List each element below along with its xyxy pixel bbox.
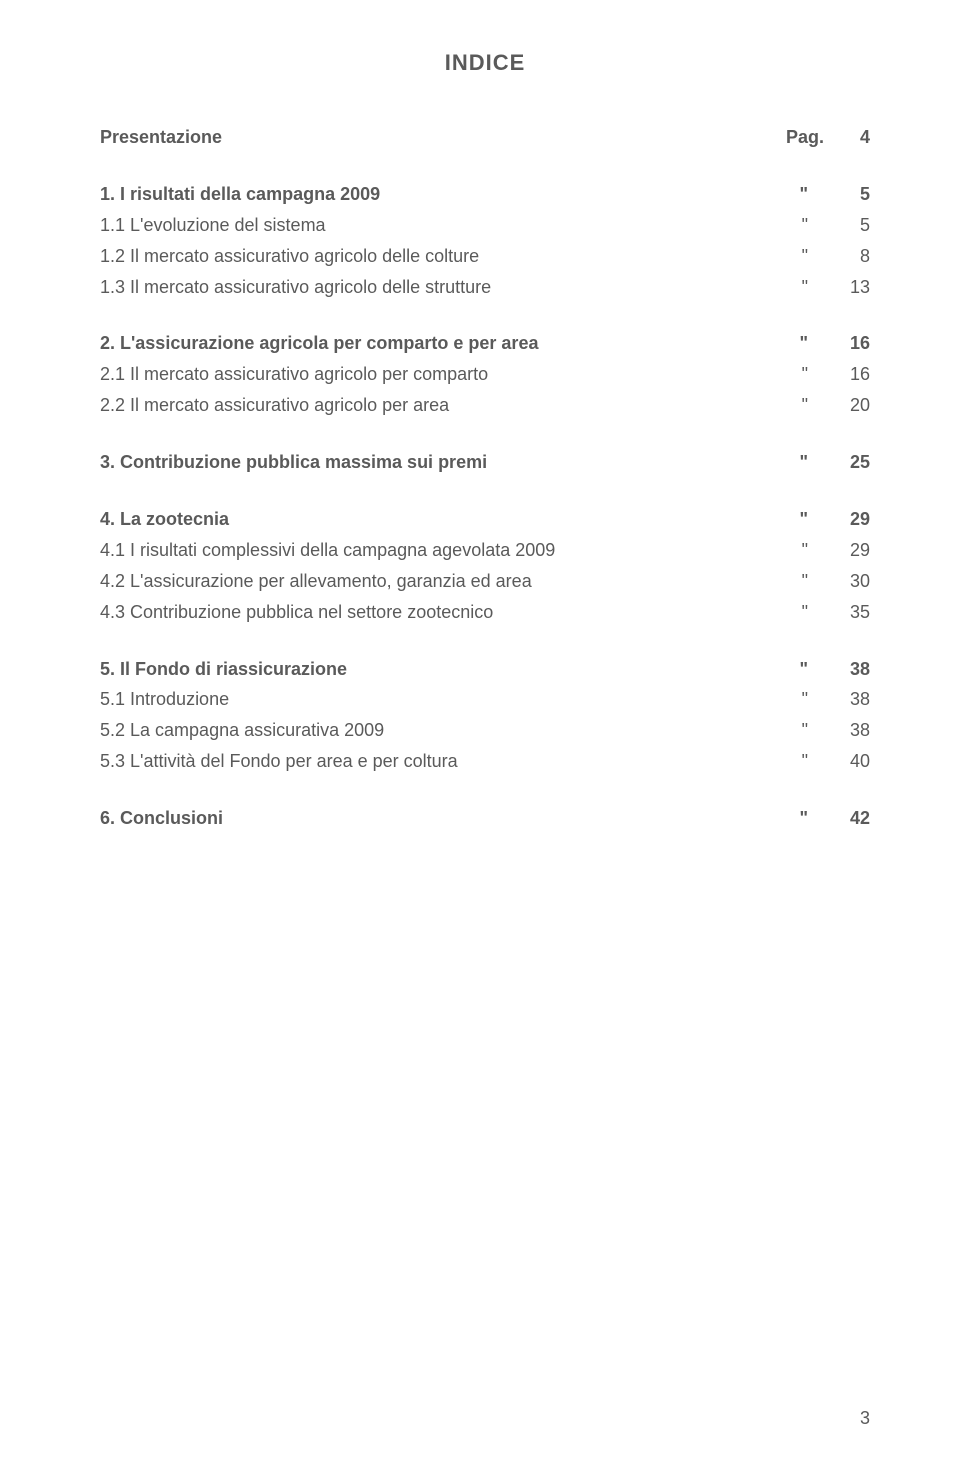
toc-entry-number: 13 bbox=[836, 274, 870, 302]
section-gap bbox=[100, 304, 870, 330]
toc-entry-label: 2.2 Il mercato assicurativo agricolo per… bbox=[100, 392, 760, 420]
toc-entry-prefix: " bbox=[786, 181, 836, 209]
toc-entry-label: 2. L'assicurazione agricola per comparto… bbox=[100, 330, 760, 358]
toc-entry: 1.3 Il mercato assicurativo agricolo del… bbox=[100, 274, 870, 302]
toc-entry-page: "8 bbox=[760, 243, 870, 271]
section-gap bbox=[100, 155, 870, 181]
toc-entry-prefix: " bbox=[786, 506, 836, 534]
toc-entry-label: 5.2 La campagna assicurativa 2009 bbox=[100, 717, 760, 745]
toc-entry-label: 5.3 L'attività del Fondo per area e per … bbox=[100, 748, 760, 776]
toc-entry-prefix: " bbox=[786, 537, 836, 565]
toc-entry-page: "38 bbox=[760, 686, 870, 714]
toc-entry: 4.3 Contribuzione pubblica nel settore z… bbox=[100, 599, 870, 627]
toc-entry: 1.1 L'evoluzione del sistema"5 bbox=[100, 212, 870, 240]
toc-entry: 6. Conclusioni"42 bbox=[100, 805, 870, 833]
toc-entry-label: 5.1 Introduzione bbox=[100, 686, 760, 714]
toc-entry-prefix: " bbox=[786, 212, 836, 240]
toc-entry-page: Pag.4 bbox=[760, 124, 870, 152]
toc-entry-label: 1.1 L'evoluzione del sistema bbox=[100, 212, 760, 240]
page-number: 3 bbox=[860, 1408, 870, 1429]
toc-entry: 5.3 L'attività del Fondo per area e per … bbox=[100, 748, 870, 776]
toc-entry-page: "5 bbox=[760, 181, 870, 209]
toc-entry-number: 25 bbox=[836, 449, 870, 477]
toc-entry-number: 38 bbox=[836, 717, 870, 745]
section-gap bbox=[100, 480, 870, 506]
toc-entry-prefix: " bbox=[786, 330, 836, 358]
toc-entry-number: 38 bbox=[836, 656, 870, 684]
toc-entry: 2.2 Il mercato assicurativo agricolo per… bbox=[100, 392, 870, 420]
toc-entry-number: 29 bbox=[836, 537, 870, 565]
toc-entry-prefix: " bbox=[786, 392, 836, 420]
toc-entry-page: "42 bbox=[760, 805, 870, 833]
toc-entry-label: 2.1 Il mercato assicurativo agricolo per… bbox=[100, 361, 760, 389]
toc-entry-prefix: " bbox=[786, 361, 836, 389]
toc-entry: 5.1 Introduzione"38 bbox=[100, 686, 870, 714]
toc-entry-label: 6. Conclusioni bbox=[100, 805, 760, 833]
section-gap bbox=[100, 423, 870, 449]
toc-entry-number: 5 bbox=[836, 212, 870, 240]
toc-entry-prefix: " bbox=[786, 686, 836, 714]
toc-entry-page: "40 bbox=[760, 748, 870, 776]
toc-entry: 4. La zootecnia"29 bbox=[100, 506, 870, 534]
toc-entry-number: 29 bbox=[836, 506, 870, 534]
toc-entry-page: "29 bbox=[760, 537, 870, 565]
toc-entry-prefix: " bbox=[786, 568, 836, 596]
section-gap bbox=[100, 779, 870, 805]
toc-entry: 4.2 L'assicurazione per allevamento, gar… bbox=[100, 568, 870, 596]
toc-entry: PresentazionePag.4 bbox=[100, 124, 870, 152]
toc-entry-prefix: " bbox=[786, 717, 836, 745]
toc-entry-number: 20 bbox=[836, 392, 870, 420]
toc-entry: 2.1 Il mercato assicurativo agricolo per… bbox=[100, 361, 870, 389]
page-title: INDICE bbox=[100, 50, 870, 76]
toc-entry-label: 1.2 Il mercato assicurativo agricolo del… bbox=[100, 243, 760, 271]
toc-entry-label: 5. Il Fondo di riassicurazione bbox=[100, 656, 760, 684]
toc-entry-page: "38 bbox=[760, 717, 870, 745]
toc-entry-number: 42 bbox=[836, 805, 870, 833]
toc-entry-number: 16 bbox=[836, 361, 870, 389]
toc-entry-prefix: " bbox=[786, 748, 836, 776]
toc-entry-number: 30 bbox=[836, 568, 870, 596]
toc-entry-number: 5 bbox=[836, 181, 870, 209]
toc-entry: 1.2 Il mercato assicurativo agricolo del… bbox=[100, 243, 870, 271]
toc-entry-prefix: " bbox=[786, 599, 836, 627]
toc-entry-label: 1.3 Il mercato assicurativo agricolo del… bbox=[100, 274, 760, 302]
toc-entry-page: "25 bbox=[760, 449, 870, 477]
toc-entry-page: "29 bbox=[760, 506, 870, 534]
toc-entry-page: "16 bbox=[760, 361, 870, 389]
toc-entry-page: "5 bbox=[760, 212, 870, 240]
toc-entry-number: 35 bbox=[836, 599, 870, 627]
toc-entry-prefix: " bbox=[786, 805, 836, 833]
toc-entry-page: "30 bbox=[760, 568, 870, 596]
toc-entry-number: 38 bbox=[836, 686, 870, 714]
toc-entry-page: "16 bbox=[760, 330, 870, 358]
toc-entry-page: "20 bbox=[760, 392, 870, 420]
toc-entry-prefix: " bbox=[786, 656, 836, 684]
toc-entry-number: 4 bbox=[836, 124, 870, 152]
toc-entry-prefix: " bbox=[786, 449, 836, 477]
toc-entry: 3. Contribuzione pubblica massima sui pr… bbox=[100, 449, 870, 477]
table-of-contents: PresentazionePag.41. I risultati della c… bbox=[100, 124, 870, 833]
toc-entry-label: 4.3 Contribuzione pubblica nel settore z… bbox=[100, 599, 760, 627]
toc-entry-page: "35 bbox=[760, 599, 870, 627]
toc-entry-page: "13 bbox=[760, 274, 870, 302]
toc-entry: 2. L'assicurazione agricola per comparto… bbox=[100, 330, 870, 358]
toc-entry-number: 16 bbox=[836, 330, 870, 358]
toc-entry: 5.2 La campagna assicurativa 2009"38 bbox=[100, 717, 870, 745]
toc-entry-label: 3. Contribuzione pubblica massima sui pr… bbox=[100, 449, 760, 477]
toc-entry-label: Presentazione bbox=[100, 124, 760, 152]
toc-entry-number: 8 bbox=[836, 243, 870, 271]
toc-entry-page: "38 bbox=[760, 656, 870, 684]
toc-entry: 1. I risultati della campagna 2009"5 bbox=[100, 181, 870, 209]
toc-entry-prefix: " bbox=[786, 274, 836, 302]
toc-entry: 5. Il Fondo di riassicurazione"38 bbox=[100, 656, 870, 684]
toc-entry-number: 40 bbox=[836, 748, 870, 776]
section-gap bbox=[100, 630, 870, 656]
toc-entry-prefix: Pag. bbox=[786, 124, 836, 152]
toc-entry-label: 4. La zootecnia bbox=[100, 506, 760, 534]
toc-entry: 4.1 I risultati complessivi della campag… bbox=[100, 537, 870, 565]
toc-entry-label: 4.2 L'assicurazione per allevamento, gar… bbox=[100, 568, 760, 596]
toc-entry-label: 1. I risultati della campagna 2009 bbox=[100, 181, 760, 209]
toc-entry-prefix: " bbox=[786, 243, 836, 271]
toc-entry-label: 4.1 I risultati complessivi della campag… bbox=[100, 537, 760, 565]
